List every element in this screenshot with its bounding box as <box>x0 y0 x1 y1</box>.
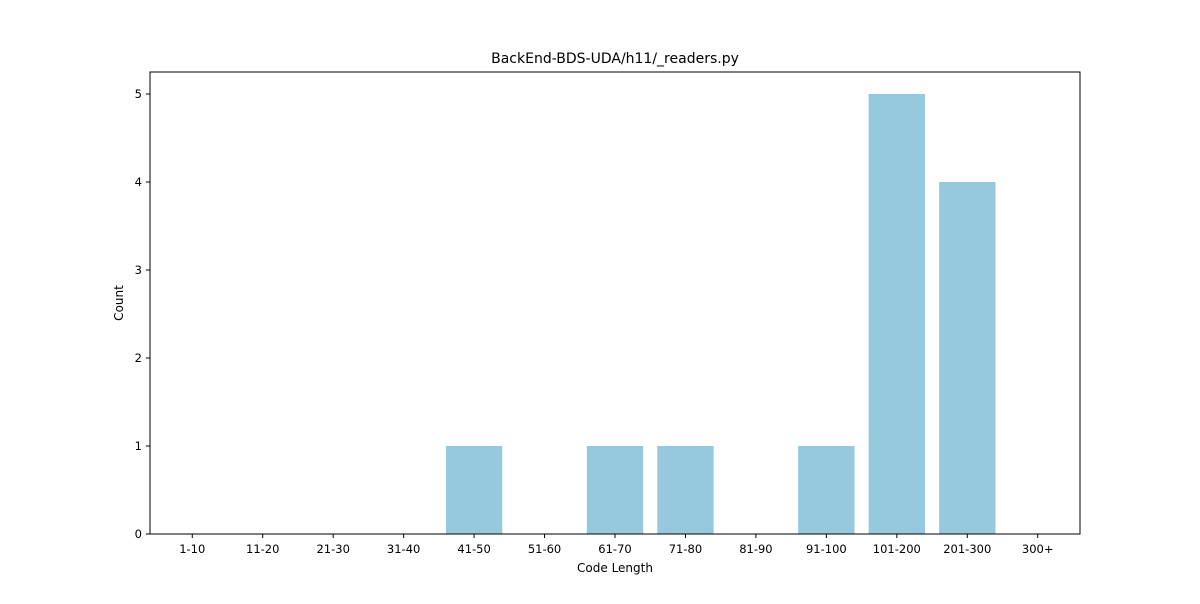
x-tick-label: 91-100 <box>806 542 847 556</box>
y-axis-label: Count <box>112 285 126 321</box>
x-tick-label: 51-60 <box>528 542 561 556</box>
bar-61-70 <box>586 446 644 534</box>
chart-title: BackEnd-BDS-UDA/h11/_readers.py <box>491 51 739 67</box>
y-tick-label: 5 <box>135 87 142 101</box>
bar-91-100 <box>798 446 855 534</box>
x-tick-label: 11-20 <box>246 542 279 556</box>
x-tick-label: 101-200 <box>873 542 921 556</box>
y-tick-label: 0 <box>135 527 142 541</box>
bar-71-80 <box>657 446 714 534</box>
x-axis-label: Code Length <box>577 561 653 575</box>
x-tick-label: 300+ <box>1022 542 1054 556</box>
x-tick-label: 201-300 <box>943 542 991 556</box>
x-tick-label: 21-30 <box>316 542 349 556</box>
x-tick-label: 71-80 <box>669 542 702 556</box>
y-tick-label: 2 <box>135 351 142 365</box>
y-axis: 0 1 2 3 4 5 <box>135 87 150 541</box>
y-tick-label: 1 <box>135 439 142 453</box>
x-axis: 1-10 11-20 21-30 31-40 41-50 51-60 61-70 71-80 8… <box>179 534 1054 556</box>
bars-group <box>445 94 996 534</box>
y-tick-label: 4 <box>135 175 142 189</box>
x-tick-label: 1-10 <box>179 542 205 556</box>
x-tick-label: 41-50 <box>457 542 490 556</box>
x-tick-label: 81-90 <box>739 542 772 556</box>
y-tick-label: 3 <box>135 263 142 277</box>
x-tick-label: 61-70 <box>598 542 631 556</box>
bar-41-50 <box>445 446 503 534</box>
bar-201-300 <box>939 182 996 534</box>
x-tick-label: 31-40 <box>387 542 420 556</box>
bar-101-200 <box>868 94 925 534</box>
